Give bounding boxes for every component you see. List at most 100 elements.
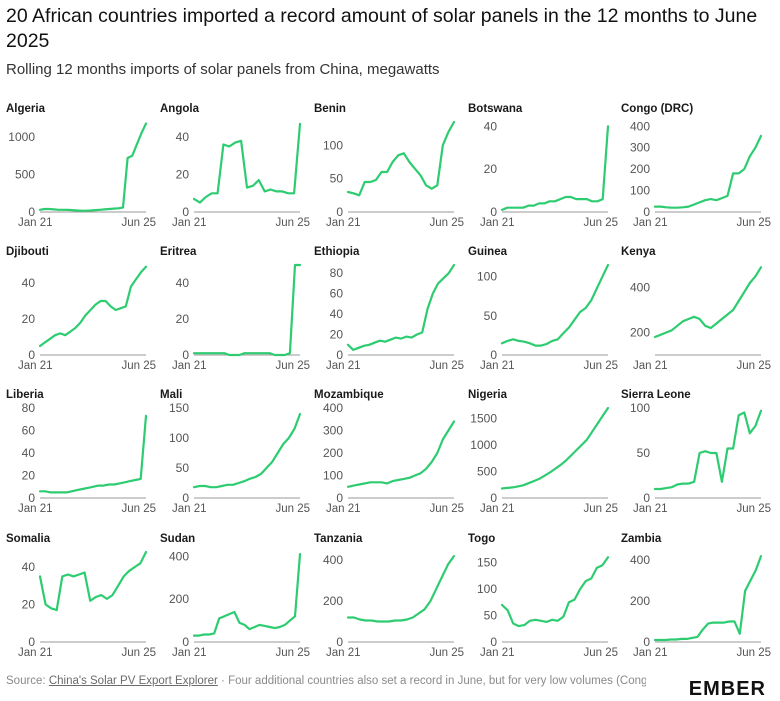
y-tick-label-guinea: 100: [477, 270, 497, 284]
y-tick-label-tanzania: 400: [323, 553, 343, 567]
x-tick-label-sierra-leone: Jun 25: [736, 503, 771, 515]
panel-title-tanzania: Tanzania: [314, 533, 363, 545]
y-tick-label-mozambique: 300: [323, 424, 343, 438]
x-tick-label-eritrea: Jan 21: [172, 360, 207, 372]
y-tick-label-zambia: 400: [630, 553, 650, 567]
x-tick-label-mozambique: Jan 21: [326, 503, 361, 515]
y-tick-label-togo: 150: [477, 556, 497, 570]
x-tick-label-zambia: Jun 25: [736, 647, 771, 659]
source-link[interactable]: China's Solar PV Export Explorer: [48, 675, 218, 687]
series-line-mali: [192, 412, 302, 489]
y-tick-label-sierra-leone: 0: [643, 491, 650, 505]
x-tick-label-tanzania: Jun 25: [429, 647, 464, 659]
y-tick-label-mali: 0: [182, 491, 189, 505]
page-title: 20 African countries imported a record a…: [6, 5, 758, 52]
panel-title-eritrea: Eritrea: [160, 246, 197, 258]
y-tick-label-botswana: 20: [484, 162, 498, 176]
series-line-sudan: [192, 552, 302, 637]
series-line-ethiopia: [346, 263, 456, 351]
y-tick-label-angola: 40: [176, 130, 190, 144]
panel-title-liberia: Liberia: [6, 389, 44, 401]
y-tick-label-algeria: 0: [28, 205, 35, 219]
x-tick-label-sudan: Jan 21: [172, 647, 207, 659]
y-tick-label-togo: 50: [484, 609, 498, 623]
y-tick-label-nigeria: 1500: [470, 412, 497, 426]
panel-title-sierra-leone: Sierra Leone: [621, 389, 691, 401]
y-tick-label-benin: 100: [323, 138, 343, 152]
panel-title-guinea: Guinea: [468, 246, 508, 258]
y-tick-label-guinea: 50: [484, 309, 498, 323]
x-tick-label-kenya: Jun 25: [736, 360, 771, 372]
series-line-nigeria: [500, 406, 610, 490]
series-line-guinea: [500, 263, 610, 347]
y-tick-label-eritrea: 40: [176, 276, 190, 290]
y-tick-label-mali: 100: [169, 431, 189, 445]
y-tick-label-congo-drc: 300: [630, 141, 650, 155]
y-tick-label-zambia: 0: [643, 635, 650, 649]
y-tick-label-togo: 0: [490, 635, 497, 649]
panel-title-togo: Togo: [468, 533, 495, 545]
series-line-liberia: [38, 414, 148, 494]
x-tick-label-togo: Jun 25: [583, 647, 618, 659]
x-tick-label-botswana: Jan 21: [480, 217, 515, 229]
y-tick-label-congo-drc: 0: [643, 205, 650, 219]
panel-title-mozambique: Mozambique: [314, 389, 384, 401]
x-tick-label-algeria: Jan 21: [18, 217, 53, 229]
series-line-tanzania: [346, 554, 456, 623]
x-tick-label-guinea: Jun 25: [583, 360, 618, 372]
y-tick-label-angola: 20: [176, 168, 190, 182]
x-tick-label-mali: Jan 21: [172, 503, 207, 515]
x-tick-label-djibouti: Jan 21: [18, 360, 53, 372]
panel-title-somalia: Somalia: [6, 533, 51, 545]
panel-title-botswana: Botswana: [468, 103, 523, 115]
y-tick-label-liberia: 60: [22, 424, 36, 438]
panel-title-sudan: Sudan: [160, 533, 195, 545]
y-tick-label-eritrea: 20: [176, 312, 190, 326]
y-tick-label-sudan: 400: [169, 549, 189, 563]
x-tick-label-tanzania: Jan 21: [326, 647, 361, 659]
y-tick-label-mozambique: 400: [323, 401, 343, 415]
panel-title-mali: Mali: [160, 389, 182, 401]
series-line-congo-drc: [653, 134, 763, 209]
y-tick-label-nigeria: 1000: [470, 438, 497, 452]
y-tick-label-djibouti: 20: [22, 312, 36, 326]
y-tick-label-guinea: 0: [490, 348, 497, 362]
x-tick-label-congo-drc: Jan 21: [633, 217, 668, 229]
x-tick-label-botswana: Jun 25: [583, 217, 618, 229]
x-tick-label-liberia: Jan 21: [18, 503, 53, 515]
y-tick-label-nigeria: 500: [477, 465, 497, 479]
panel-title-ethiopia: Ethiopia: [314, 246, 360, 258]
x-tick-label-nigeria: Jan 21: [480, 503, 515, 515]
y-tick-label-sudan: 200: [169, 592, 189, 606]
y-tick-label-mali: 150: [169, 401, 189, 415]
panel-title-djibouti: Djibouti: [6, 246, 49, 258]
series-line-angola: [192, 122, 302, 204]
x-tick-label-angola: Jun 25: [275, 217, 310, 229]
source-prefix: Source:: [6, 675, 49, 687]
y-tick-label-sierra-leone: 100: [630, 401, 650, 415]
x-tick-label-somalia: Jan 21: [18, 647, 53, 659]
x-tick-label-somalia: Jun 25: [121, 647, 156, 659]
panel-title-kenya: Kenya: [621, 246, 656, 258]
x-tick-label-mozambique: Jun 25: [429, 503, 464, 515]
y-tick-label-ethiopia: 40: [330, 307, 344, 321]
y-tick-label-ethiopia: 60: [330, 287, 344, 301]
source-note: · Four additional countries also set a r…: [221, 675, 646, 687]
series-line-togo: [500, 556, 610, 628]
x-tick-label-nigeria: Jun 25: [583, 503, 618, 515]
y-tick-label-somalia: 0: [28, 635, 35, 649]
x-tick-label-ethiopia: Jun 25: [429, 360, 464, 372]
y-tick-label-liberia: 0: [28, 491, 35, 505]
y-tick-label-benin: 0: [336, 205, 343, 219]
y-tick-label-nigeria: 0: [490, 491, 497, 505]
x-tick-label-kenya: Jan 21: [633, 360, 668, 372]
y-tick-label-mozambique: 0: [336, 491, 343, 505]
y-tick-label-liberia: 20: [22, 469, 36, 483]
panel-title-algeria: Algeria: [6, 103, 46, 115]
y-tick-label-djibouti: 0: [28, 348, 35, 362]
y-tick-label-algeria: 500: [15, 168, 35, 182]
y-tick-label-liberia: 40: [22, 446, 36, 460]
y-tick-label-algeria: 1000: [8, 130, 35, 144]
page-subtitle: Rolling 12 months imports of solar panel…: [6, 61, 440, 78]
panel-title-nigeria: Nigeria: [468, 389, 508, 401]
